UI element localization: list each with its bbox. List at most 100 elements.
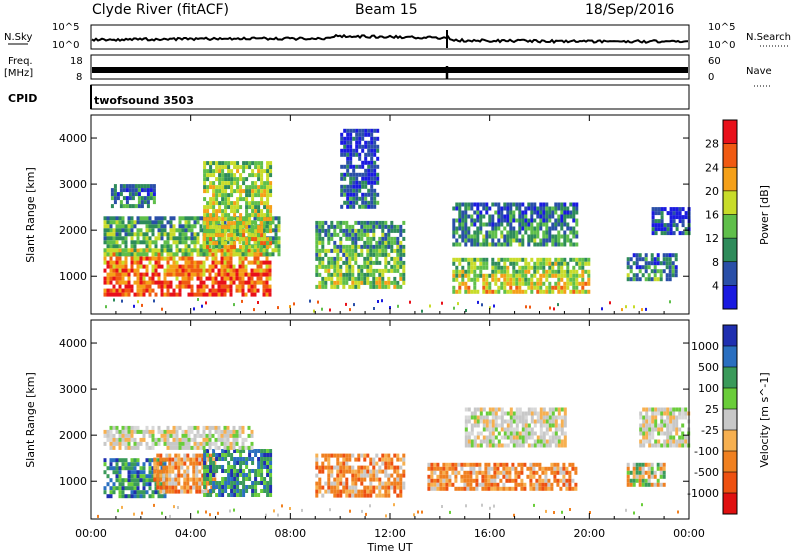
echo-cell [482, 206, 486, 211]
echo-cell [560, 443, 564, 448]
echo-cell [253, 284, 257, 289]
echo-cell [539, 427, 543, 432]
echo-cell [121, 280, 125, 285]
echo-cell [169, 248, 173, 253]
echo-cell [127, 268, 131, 273]
echo-cell [452, 226, 456, 231]
echo-cell [563, 206, 567, 211]
echo-cell [572, 218, 576, 223]
echo-cell [458, 218, 462, 223]
echo-cell [318, 465, 322, 470]
echo-cell [248, 205, 252, 210]
echo-cell [629, 482, 633, 487]
echo-cell [536, 411, 540, 416]
echo-cell [533, 407, 537, 412]
echo-cell [118, 292, 122, 297]
echo-cell [262, 228, 266, 233]
echo-cell [452, 206, 456, 211]
echo-cell [545, 443, 549, 448]
echo-cell [339, 236, 343, 241]
echo-cell [503, 238, 507, 243]
echo-cell [168, 477, 172, 482]
echo-cell [342, 260, 346, 265]
echo-cell [250, 445, 254, 450]
echo-cell [626, 273, 630, 278]
echo-cell [527, 435, 531, 440]
echo-cell [139, 272, 143, 277]
echo-cell [339, 493, 343, 498]
echo-cell [470, 257, 474, 262]
echo-cell [159, 469, 163, 474]
echo-cell [660, 411, 664, 416]
echo-cell [251, 461, 255, 465]
x-tick-label: 12:00 [374, 527, 406, 540]
echo-cell [672, 215, 676, 220]
echo-cell [318, 260, 322, 265]
echo-cell [367, 188, 371, 193]
echo-cell [505, 486, 509, 491]
echo-cell [327, 272, 331, 277]
echo-cell [542, 439, 546, 444]
echo-cell [512, 202, 516, 207]
echo-cell [551, 242, 555, 247]
echo-cell [402, 260, 406, 265]
echo-cell [324, 220, 328, 225]
echo-cell [321, 453, 325, 458]
echo-cell [360, 272, 364, 277]
echo-cell [461, 234, 465, 239]
echo-cell [327, 248, 331, 253]
echo-cell [124, 260, 128, 265]
echo-cell [154, 240, 158, 245]
echo-cell [675, 419, 679, 424]
echo-cell [171, 461, 175, 466]
echo-cell [635, 265, 639, 270]
echo-cell [239, 189, 243, 194]
echo-cell [184, 224, 188, 229]
echo-cell [217, 268, 221, 273]
echo-cell [565, 478, 569, 483]
echo-cell [669, 223, 673, 228]
echo-cell [133, 474, 137, 479]
echo-cell [175, 268, 179, 273]
echo-cell [354, 477, 358, 482]
echo-cell [554, 415, 558, 420]
echo-cell [239, 473, 243, 477]
echo-cell [512, 265, 516, 270]
echo-cell [464, 214, 468, 219]
echo-cell [542, 419, 546, 424]
echo-cell [378, 280, 382, 285]
echo-cell [230, 237, 234, 242]
echo-cell [218, 245, 222, 250]
echo-cell [545, 411, 549, 416]
echo-cell [345, 489, 349, 494]
echo-cell [148, 284, 152, 289]
echo-cell [136, 486, 140, 491]
echo-cell [221, 237, 225, 242]
echo-cell [663, 423, 667, 428]
echo-cell [199, 284, 203, 289]
echo-cell [238, 433, 242, 438]
echo-cell [509, 435, 513, 440]
echo-cell [202, 284, 206, 289]
echo-cell [260, 233, 264, 238]
echo-cell [587, 273, 591, 278]
echo-cell [641, 503, 643, 507]
echo-cell [485, 427, 489, 432]
echo-cell [481, 303, 483, 307]
echo-cell [130, 437, 134, 442]
echo-cell [160, 429, 164, 434]
echo-cell [484, 466, 488, 471]
echo-cell [575, 218, 579, 223]
echo-cell [106, 244, 110, 249]
echo-cell [476, 230, 480, 235]
echo-cell [439, 478, 443, 483]
echo-cell [145, 224, 149, 229]
echo-cell [209, 461, 213, 465]
echo-cell [536, 419, 540, 424]
echo-cell [327, 461, 331, 466]
echo-cell [254, 477, 258, 481]
echo-cell [669, 219, 673, 224]
echo-cell [229, 272, 233, 277]
echo-cell [545, 234, 549, 239]
echo-cell [375, 461, 379, 466]
